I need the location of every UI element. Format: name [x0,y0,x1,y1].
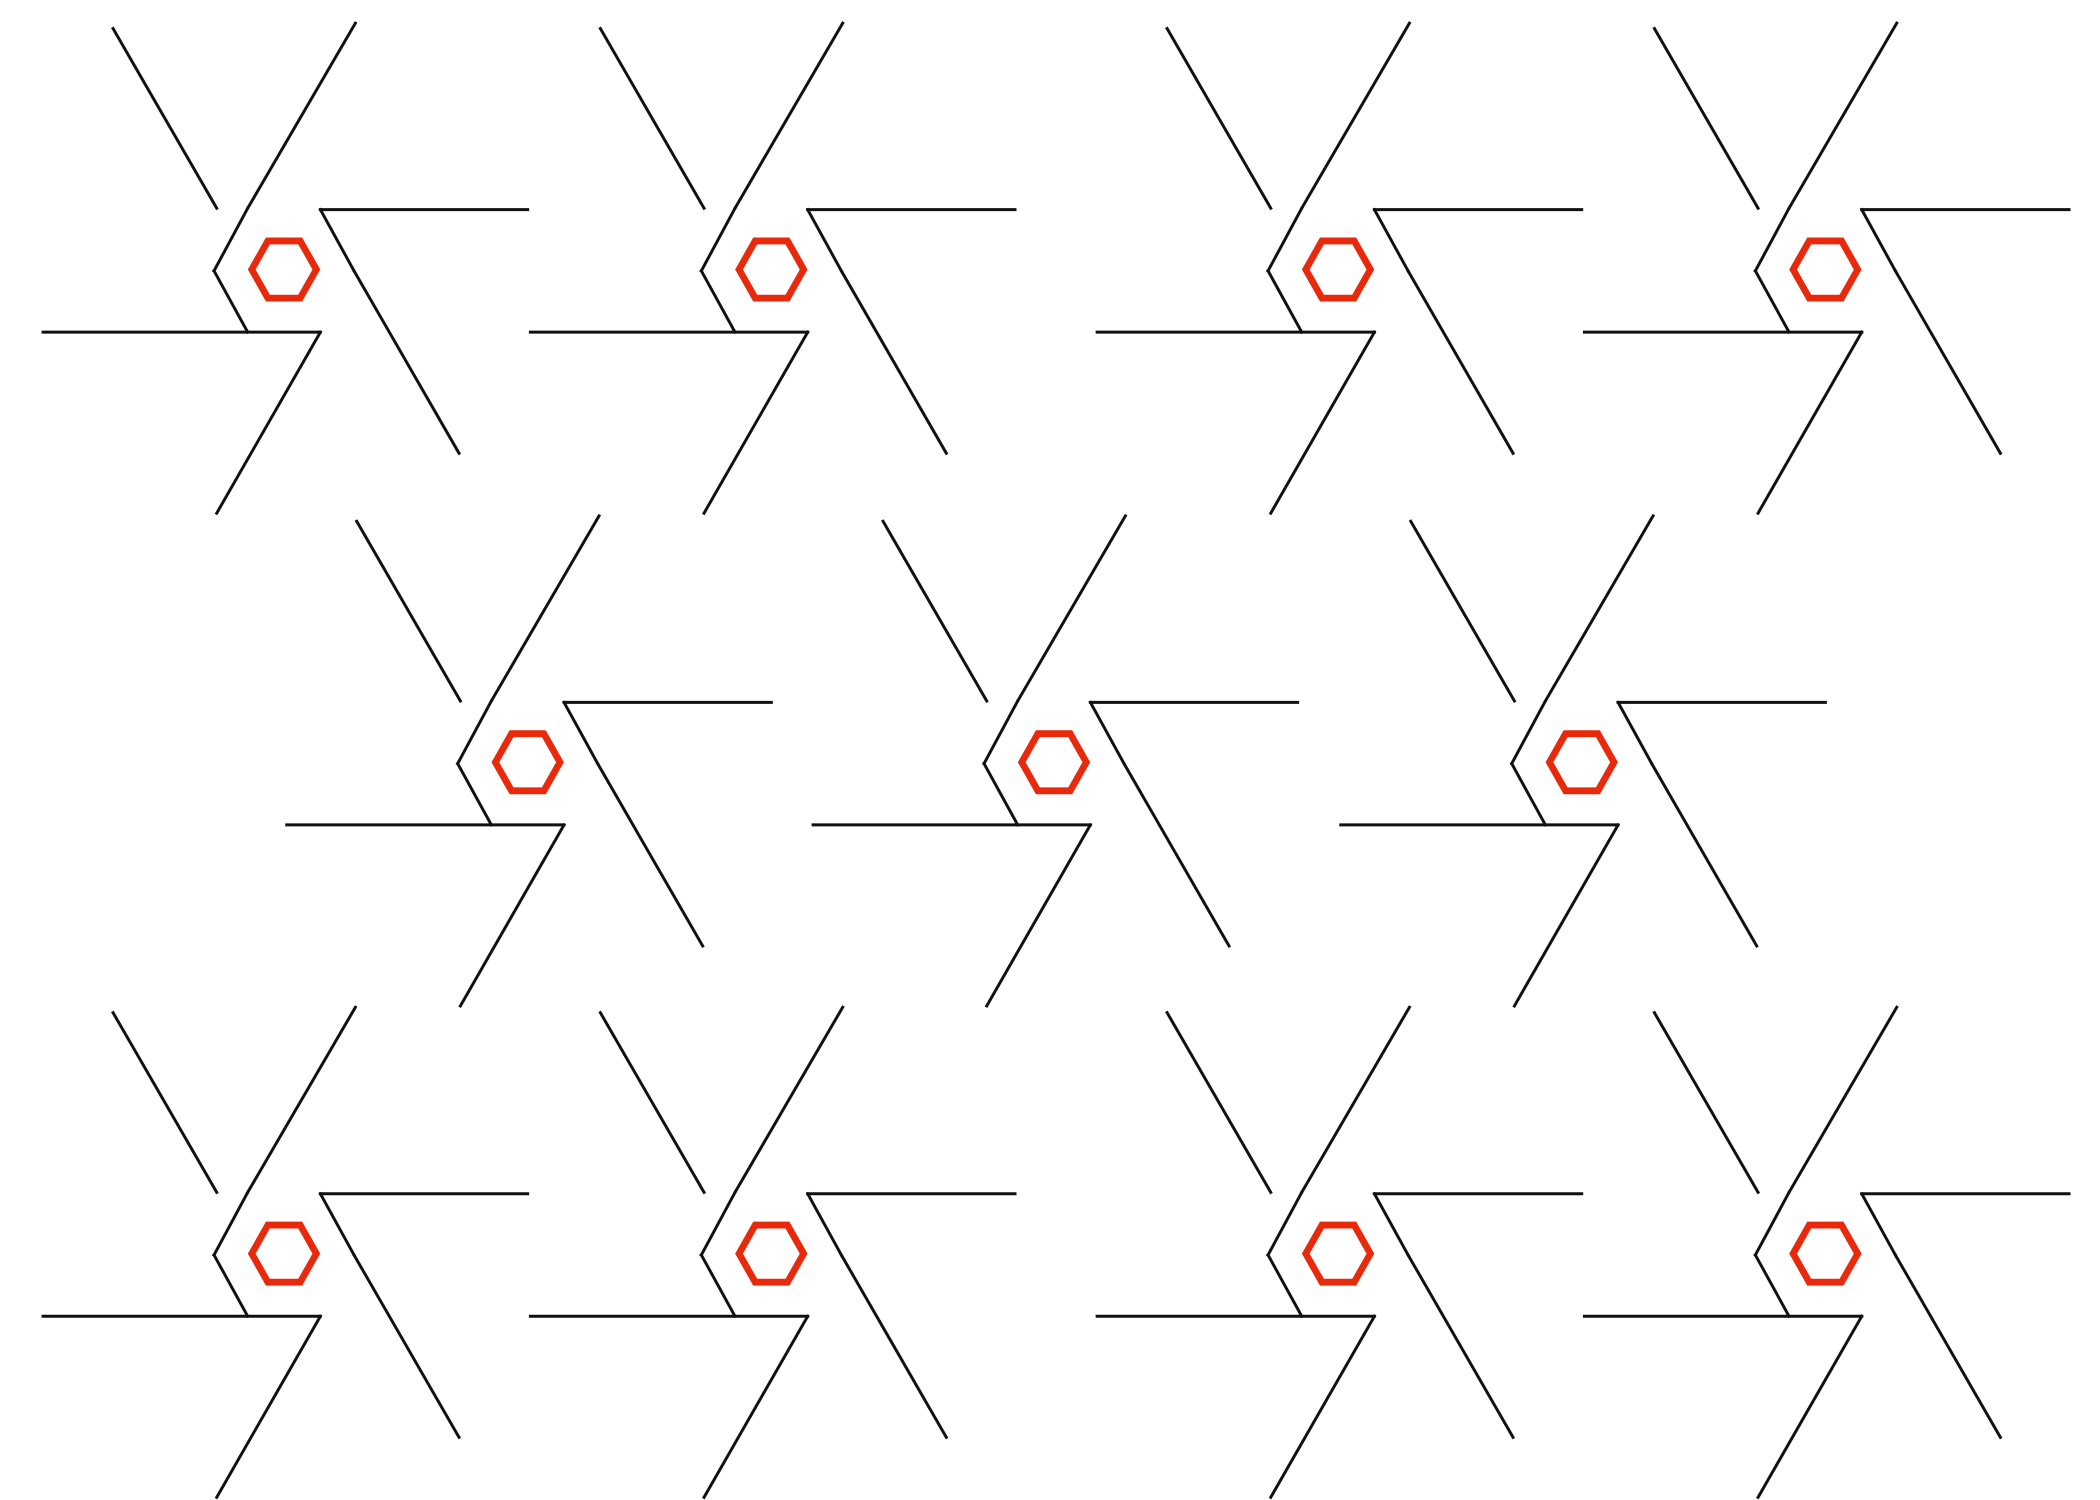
pinwheel-motif-r3-c1 [43,1007,528,1497]
pinwheel-motif-r3-c3 [1097,1007,1582,1497]
pinwheel-motif-r1-c4 [1584,23,2069,513]
pinwheel-motif-r3-c2 [530,1007,1015,1497]
pinwheel-motif-r1-c1 [43,23,528,513]
pinwheel-motif-r2-c3 [1341,516,1826,1006]
pinwheel-motif-r1-c2 [530,23,1015,513]
pinwheel-motif-r2-c1 [287,516,772,1006]
pinwheel-motif-r3-c4 [1584,1007,2069,1497]
pinwheel-motif-r2-c2 [813,516,1298,1006]
pinwheel-motif-r1-c3 [1097,23,1582,513]
